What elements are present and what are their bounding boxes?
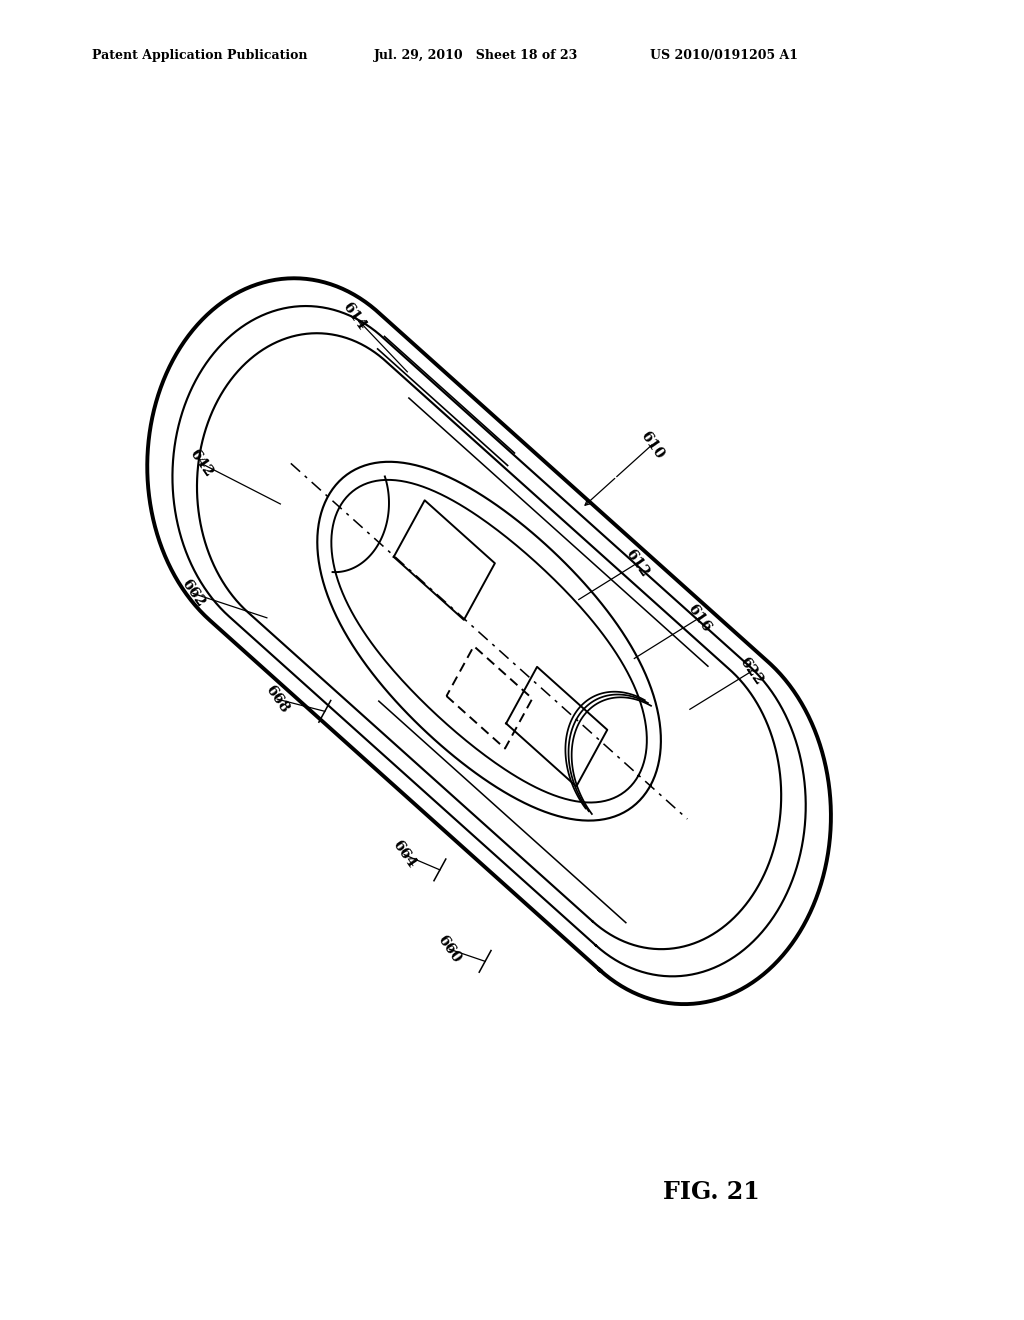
- Text: 610: 610: [637, 429, 667, 462]
- Text: 664: 664: [390, 838, 419, 871]
- Text: 642: 642: [186, 446, 215, 480]
- Text: 616: 616: [685, 602, 714, 635]
- Text: Jul. 29, 2010   Sheet 18 of 23: Jul. 29, 2010 Sheet 18 of 23: [374, 49, 578, 62]
- Text: 668: 668: [263, 682, 292, 715]
- Text: 614: 614: [340, 300, 369, 333]
- Text: 662: 662: [178, 577, 208, 610]
- Text: 660: 660: [435, 933, 464, 965]
- Text: 622: 622: [736, 655, 766, 688]
- Text: Patent Application Publication: Patent Application Publication: [92, 49, 307, 62]
- Text: US 2010/0191205 A1: US 2010/0191205 A1: [650, 49, 799, 62]
- Text: FIG. 21: FIG. 21: [664, 1180, 760, 1204]
- Text: 612: 612: [623, 546, 652, 579]
